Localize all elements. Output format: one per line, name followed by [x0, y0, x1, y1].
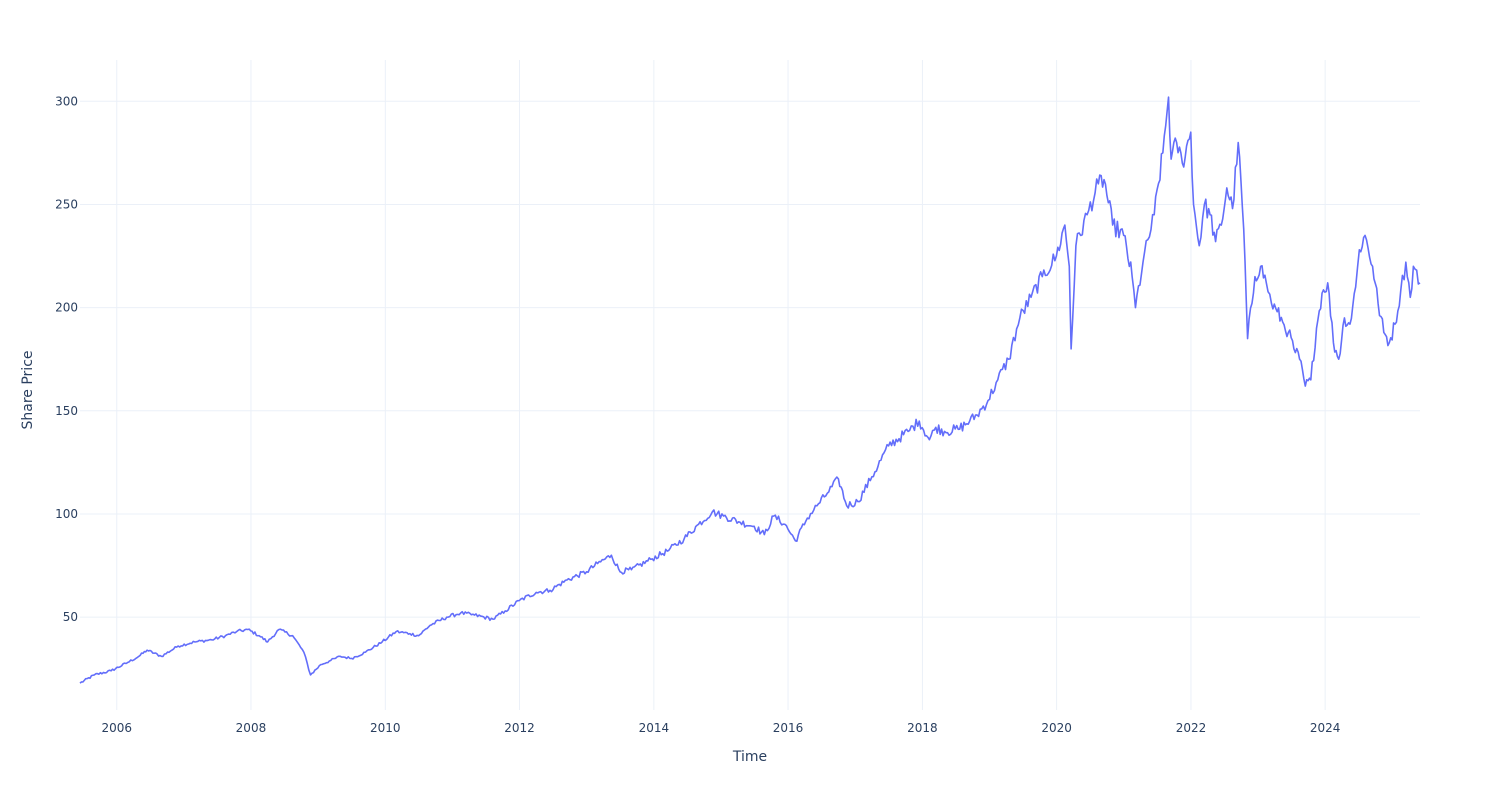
- y-tick-label: 250: [55, 197, 78, 211]
- x-gridlines: [116, 60, 1326, 710]
- x-tick-label: 2018: [907, 721, 938, 735]
- y-tick-labels: 50 100 150 200 250 300: [55, 94, 78, 624]
- series-line-0: [79, 96, 1421, 684]
- x-tick-label: 2022: [1176, 721, 1207, 735]
- y-axis-title: Share Price: [20, 350, 36, 429]
- y-tick-label: 300: [55, 94, 78, 108]
- y-tick-label: 200: [55, 301, 78, 315]
- plot-area: [79, 96, 1421, 684]
- x-tick-label: 2006: [101, 721, 132, 735]
- y-tick-label: 50: [63, 610, 78, 624]
- y-tick-label: 150: [55, 404, 78, 418]
- x-tick-label: 2020: [1041, 721, 1072, 735]
- x-axis-title: Time: [732, 749, 767, 765]
- y-gridlines: [80, 100, 1420, 618]
- x-tick-labels: 2006 2008 2010 2012 2014 2016 2018 2020 2022 2024: [101, 721, 1340, 735]
- x-tick-label: 2024: [1310, 721, 1341, 735]
- x-tick-label: 2014: [639, 721, 670, 735]
- x-tick-label: 2010: [370, 721, 401, 735]
- x-tick-label: 2016: [773, 721, 804, 735]
- y-tick-label: 100: [55, 507, 78, 521]
- x-tick-label: 2012: [504, 721, 535, 735]
- x-tick-label: 2008: [236, 721, 267, 735]
